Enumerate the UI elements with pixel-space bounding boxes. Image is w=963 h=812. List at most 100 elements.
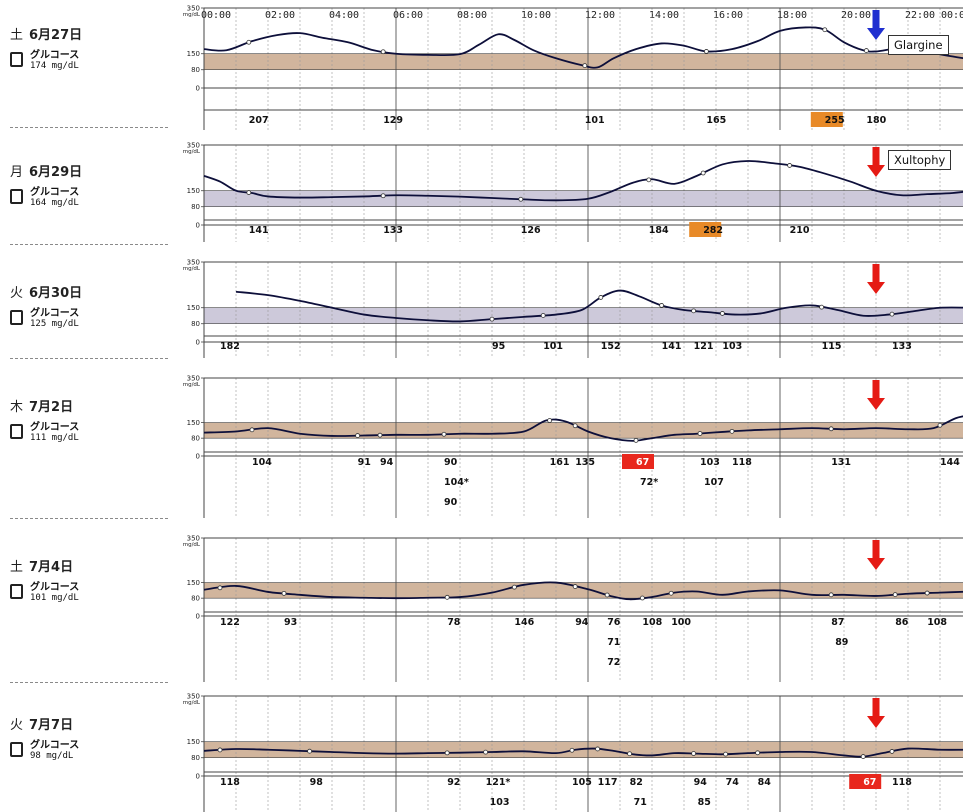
insulin-arrow-head — [867, 716, 885, 728]
insulin-arrow-head — [867, 398, 885, 410]
hour-label: 04:00 — [328, 10, 360, 21]
day-label: 土 6月27日 グルコース 174 mg/dL — [10, 24, 82, 71]
day-label: 火 7月7日 グルコース 98 mg/dL — [10, 714, 79, 761]
reading-value: 104* — [444, 477, 469, 488]
day-of-week: 土 — [10, 560, 24, 575]
sensor-icon — [10, 742, 23, 757]
reading-marker — [512, 584, 517, 590]
y-unit-label: mg/dL — [183, 542, 201, 548]
glucose-summary: グルコース 174 mg/dL — [10, 51, 82, 71]
glucose-value: 111 mg/dL — [30, 433, 79, 443]
glucose-label: グルコース — [30, 422, 80, 433]
reading-marker — [569, 747, 575, 753]
reading-marker — [691, 751, 696, 756]
y-tick-label: 80 — [191, 754, 200, 762]
reading-marker — [889, 311, 895, 317]
reading-marker — [668, 590, 674, 596]
reading-marker — [691, 308, 696, 314]
reading-value: 86 — [895, 617, 909, 628]
reading-marker — [598, 295, 604, 300]
reading-value: 135 — [575, 457, 595, 468]
day-of-week: 月 — [10, 165, 24, 180]
reading-value: 118 — [220, 777, 240, 788]
reading-marker — [483, 749, 489, 755]
reading-value: 144 — [940, 457, 960, 468]
reading-value: 182 — [220, 341, 240, 352]
reading-marker — [892, 592, 898, 598]
glucose-value: 101 mg/dL — [30, 593, 79, 603]
reading-value: 91 — [358, 457, 371, 468]
y-tick-label: 350 — [187, 535, 200, 543]
y-tick-label: 0 — [196, 453, 200, 461]
y-tick-label: 350 — [187, 375, 200, 383]
glucose-value: 174 mg/dL — [30, 61, 79, 71]
y-tick-label: 80 — [191, 66, 200, 74]
reading-value: 165 — [706, 115, 726, 126]
reading-value: 72* — [640, 477, 658, 488]
reading-marker — [860, 754, 866, 759]
reading-marker — [822, 27, 828, 33]
reading-value: 133 — [383, 225, 403, 236]
reading-value: 141 — [249, 225, 269, 236]
reading-value: 82 — [630, 777, 643, 788]
reading-value: 87 — [831, 617, 844, 628]
month-day: 7月4日 — [29, 560, 74, 575]
reading-value: 152 — [601, 341, 621, 352]
hour-label: 14:00 — [648, 10, 680, 21]
day-row: 火 7月7日 グルコース 98 mg/dL 350 150 80 0 mg/dL 118 98… — [0, 688, 963, 812]
y-unit-label: mg/dL — [183, 149, 201, 155]
reading-marker — [380, 49, 386, 55]
reading-value: 141 — [662, 341, 682, 352]
hour-label: 00:00 — [200, 10, 232, 21]
insulin-arrow-shaft — [872, 380, 880, 400]
reading-marker — [704, 49, 709, 54]
month-day: 6月27日 — [29, 28, 83, 43]
y-unit-label: mg/dL — [183, 12, 201, 18]
insulin-arrow-head — [867, 165, 885, 177]
insulin-arrow-shaft — [872, 10, 880, 30]
sensor-icon — [10, 52, 23, 67]
reading-value: 67 — [636, 457, 649, 468]
day-label: 木 7月2日 グルコース 111 mg/dL — [10, 396, 79, 443]
day-of-week: 火 — [10, 718, 24, 733]
glucose-value: 125 mg/dL — [30, 319, 79, 329]
reading-marker — [380, 193, 386, 199]
glucose-value: 164 mg/dL — [30, 198, 79, 208]
day-date: 土 7月4日 — [10, 556, 79, 575]
y-tick-label: 150 — [187, 187, 200, 195]
day-row: 月 6月29日 グルコース 164 mg/dL 350 150 80 0 mg/dL 141… — [0, 137, 963, 247]
reading-value: 184 — [649, 225, 669, 236]
glucose-summary: グルコース 101 mg/dL — [10, 583, 79, 603]
day-row: 火 6月30日 グルコース 125 mg/dL 350 150 80 0 mg/dL 182… — [0, 254, 963, 364]
reading-marker — [659, 303, 664, 308]
reading-value: 76 — [607, 617, 621, 628]
y-tick-label: 0 — [196, 85, 200, 93]
glucose-curve — [203, 26, 963, 69]
glucose-summary: グルコース 111 mg/dL — [10, 423, 79, 443]
reading-value: 129 — [383, 115, 403, 126]
insulin-arrow-head — [867, 282, 885, 294]
reading-value: 105 — [572, 777, 592, 788]
reading-marker — [819, 304, 824, 310]
reading-value: 255 — [825, 115, 845, 126]
hour-label: 00:00 — [940, 10, 963, 21]
reading-marker — [924, 590, 930, 596]
reading-value: 131 — [831, 457, 851, 468]
reading-value: 122 — [220, 617, 240, 628]
insulin-arrow-shaft — [872, 147, 880, 167]
day-separator — [10, 244, 168, 245]
reading-marker — [249, 427, 255, 433]
reading-marker — [604, 592, 610, 598]
reading-marker — [281, 590, 287, 596]
y-unit-label: mg/dL — [183, 266, 201, 272]
reading-marker — [889, 749, 895, 754]
reading-marker — [307, 748, 313, 754]
reading-marker — [246, 39, 252, 45]
reading-value: 103 — [722, 341, 742, 352]
glucose-curve — [203, 160, 963, 202]
y-tick-label: 80 — [191, 320, 200, 328]
day-date: 火 7月7日 — [10, 714, 79, 733]
reading-marker — [441, 431, 447, 437]
reading-value: 108 — [927, 617, 947, 628]
reading-marker — [723, 751, 728, 757]
